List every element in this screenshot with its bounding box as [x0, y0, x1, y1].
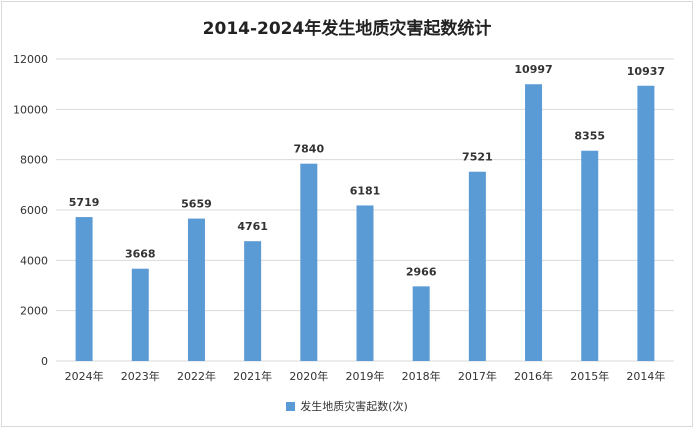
x-tick-label: 2020年 [289, 369, 328, 383]
bar [300, 163, 318, 361]
x-tick-label: 2017年 [458, 369, 497, 383]
bar [131, 268, 149, 361]
x-tick-label: 2015年 [570, 369, 609, 383]
bar-series: 5719 3668 5659 4761 7840 6181 2966 7521 10997 835… [69, 63, 665, 362]
legend-swatch [286, 402, 296, 411]
legend: 发生地质灾害起数(次) [0, 398, 694, 414]
bar [412, 286, 430, 361]
bar [468, 171, 486, 361]
chart-title: 2014-2024年发生地质灾害起数统计 [202, 19, 492, 39]
x-tick-label: 2019年 [346, 369, 385, 383]
x-tick-label: 2021年 [233, 369, 272, 383]
bar [525, 84, 543, 362]
y-tick-label: 10000 [13, 103, 48, 116]
x-tick-label: 2014年 [626, 369, 665, 383]
bar [244, 241, 262, 361]
bar [75, 217, 93, 361]
data-label: 7521 [462, 151, 493, 164]
y-tick-label: 0 [41, 355, 48, 368]
data-label: 6181 [350, 184, 381, 197]
bar [187, 218, 205, 361]
data-label: 5719 [69, 196, 100, 209]
legend-label: 发生地质灾害起数(次) [300, 400, 408, 413]
x-axis-ticks: 2024年 2023年 2022年 2021年 2020年 2019年 2018年 2017年… [65, 369, 666, 383]
data-label: 10937 [627, 65, 665, 78]
y-tick-label: 8000 [20, 154, 48, 167]
x-tick-label: 2016年 [514, 369, 553, 383]
data-label: 3668 [125, 248, 156, 261]
bar [581, 150, 599, 361]
data-label: 5659 [181, 198, 212, 211]
x-tick-label: 2024年 [65, 369, 104, 383]
bar [356, 205, 374, 361]
x-tick-label: 2022年 [177, 369, 216, 383]
data-label: 4761 [237, 220, 268, 233]
y-tick-label: 4000 [20, 254, 48, 267]
y-tick-label: 6000 [20, 204, 48, 217]
y-tick-label: 2000 [20, 305, 48, 318]
x-tick-label: 2018年 [402, 369, 441, 383]
data-label: 8355 [574, 130, 605, 143]
data-label: 2966 [406, 265, 437, 278]
y-tick-label: 12000 [13, 53, 48, 66]
x-tick-label: 2023年 [121, 369, 160, 383]
data-label: 10997 [514, 63, 552, 76]
y-axis-ticks: 0 2000 4000 6000 8000 10000 12000 [13, 53, 48, 368]
data-label: 7840 [294, 143, 325, 156]
bar [637, 85, 655, 361]
